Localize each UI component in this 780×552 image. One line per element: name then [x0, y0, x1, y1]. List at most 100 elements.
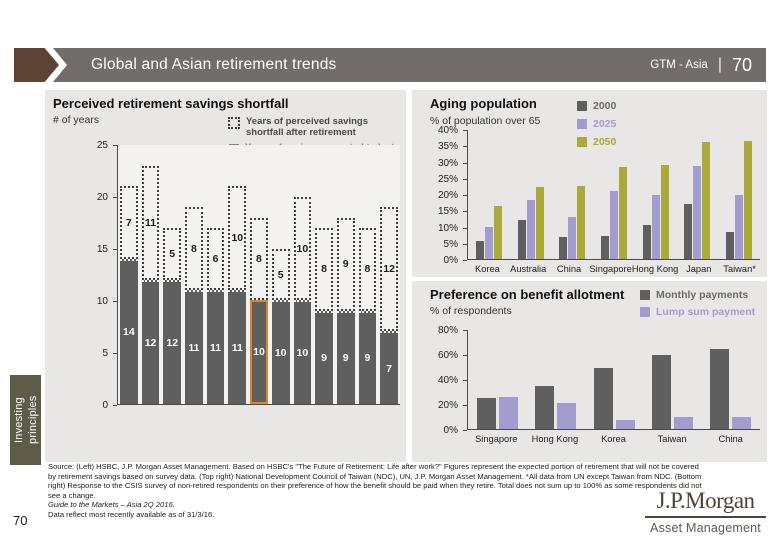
bar-2050 [660, 165, 669, 259]
bar-2000 [601, 235, 610, 259]
bar-2025 [610, 190, 619, 259]
shortfall-value-label: 5 [277, 268, 284, 281]
bar-group-Japan [677, 130, 719, 259]
bar-Lump sum payment [557, 403, 577, 429]
bar-column-Australia: 11 10 [226, 145, 248, 404]
bar-2000 [517, 220, 526, 259]
x-category-label: Singapore [475, 434, 518, 444]
benefit-legend: Monthly payments Lump sum payment [640, 289, 755, 323]
bar-group-Singapore [468, 330, 526, 429]
bar-2025 [693, 166, 702, 259]
x-category-label: China [556, 264, 582, 274]
savings-bar: 11 [206, 290, 225, 404]
aging-chart-title: Aging population [430, 96, 537, 111]
bar-Monthly payments [651, 354, 671, 429]
shortfall-plot: 0 5 10 15 20 25 14 7 12 11 12 5 11 8 11 6 11 10 10 8 10 5 10 1… [97, 140, 400, 411]
color-swatch-icon [577, 137, 587, 147]
bar-value-label: 12 [166, 336, 179, 349]
y-tick-label: 5% [443, 238, 458, 250]
bar-group-Singapore [593, 130, 635, 259]
x-category-label: Australia [510, 264, 547, 274]
bar-value-label: 11 [231, 342, 243, 355]
bar-2025 [735, 195, 744, 259]
bar-group-Korea [468, 130, 510, 259]
shortfall-dashed-bar: 7 [120, 186, 138, 259]
aging-plot-area [467, 130, 760, 260]
aging-chart-unit: % of population over 65 [430, 115, 541, 127]
bar-column-China: 10 10 [292, 145, 314, 404]
y-tick-label: 0 [102, 400, 108, 411]
tick-mark [463, 260, 467, 261]
page-title: Global and Asian retirement trends [91, 56, 337, 73]
tick-mark [113, 249, 117, 250]
color-swatch-icon [577, 101, 587, 111]
shortfall-dashed-bar: 9 [336, 217, 355, 311]
shortfall-dashed-bar: 6 [206, 227, 225, 291]
tick-mark [463, 380, 467, 381]
benefit-plot-area [467, 330, 760, 430]
bar-Lump sum payment [732, 416, 752, 429]
shortfall-dashed-bar: 5 [271, 248, 290, 301]
color-swatch-icon [640, 307, 650, 317]
aging-legend: 2000 2025 2050 [577, 100, 616, 154]
bar-group-China [702, 330, 760, 429]
y-tick-label: 25% [437, 173, 458, 185]
x-category-label: Hong Kong [631, 264, 679, 274]
y-tick-label: 60% [437, 350, 458, 361]
bar-group-Australia [510, 130, 552, 259]
bar-group-Taiwan [643, 330, 701, 429]
logo-brand-text: J.P.Morgan [645, 488, 766, 518]
shortfall-dashed-bar: 11 [141, 165, 160, 280]
legend-item-2050: 2050 [577, 136, 616, 148]
aging-plot: 0% 5% 10% 15% 20% 25% 30% 35% 40% Korea Australia… [438, 125, 760, 274]
benefit-chart-title: Preference on benefit allotment [430, 287, 625, 302]
legend-label: 2050 [593, 136, 617, 148]
x-category-label: Taiwan* [723, 264, 756, 274]
bar-column-Malaysia: 12 5 [161, 145, 183, 404]
benefit-plot: 0% 20% 40% 60% 80% Singapore Hong Kong Korea Ta… [438, 325, 760, 444]
shortfall-value-label: 6 [212, 252, 219, 265]
tick-mark [113, 145, 117, 146]
header-arrow-icon [14, 48, 59, 82]
shortfall-dashed-bar: 8 [185, 207, 203, 291]
bar-Lump sum payment [673, 416, 693, 429]
x-category-label: Korea [601, 434, 626, 444]
legend-item-2000: 2000 [577, 100, 616, 112]
x-category-label: Hong Kong [531, 434, 579, 444]
bar-group-Hong Kong [526, 330, 584, 429]
y-tick-label: 80% [437, 325, 458, 336]
shortfall-dashed-bar: 10 [228, 186, 247, 291]
savings-bar: 10 [250, 300, 268, 404]
bar-2050 [702, 142, 711, 259]
bar-2025 [568, 217, 577, 259]
bar-value-label: 11 [210, 342, 222, 355]
bar-Lump sum payment [615, 420, 635, 429]
bar-2050 [577, 186, 586, 259]
bar-value-label: 12 [144, 336, 157, 349]
shortfall-value-label: 5 [169, 247, 176, 260]
savings-bar: 11 [228, 290, 247, 404]
savings-bar: 12 [141, 279, 160, 404]
savings-bar: 9 [336, 310, 355, 404]
bar-2050 [493, 205, 502, 259]
bar-2050 [744, 140, 753, 259]
bar-value-label: 7 [386, 362, 393, 375]
bar-group-Taiwan* [718, 130, 760, 259]
bar-Monthly payments [476, 398, 496, 429]
savings-bar: 11 [185, 290, 203, 404]
y-tick-label: 0% [443, 255, 458, 266]
shortfall-value-label: 10 [231, 232, 244, 245]
shortfall-value-label: 8 [256, 252, 262, 265]
bar-2000 [684, 204, 693, 259]
savings-bar: 14 [120, 258, 138, 404]
bar-2025 [651, 195, 660, 259]
bar-group-Hong Kong [635, 130, 677, 259]
bar-2025 [526, 199, 535, 259]
y-tick-label: 10 [96, 296, 108, 307]
x-category-label: China [718, 434, 743, 444]
tick-mark [463, 211, 467, 213]
tick-mark [463, 355, 467, 356]
section-tab-investing-principles: Investing principles [10, 375, 41, 465]
